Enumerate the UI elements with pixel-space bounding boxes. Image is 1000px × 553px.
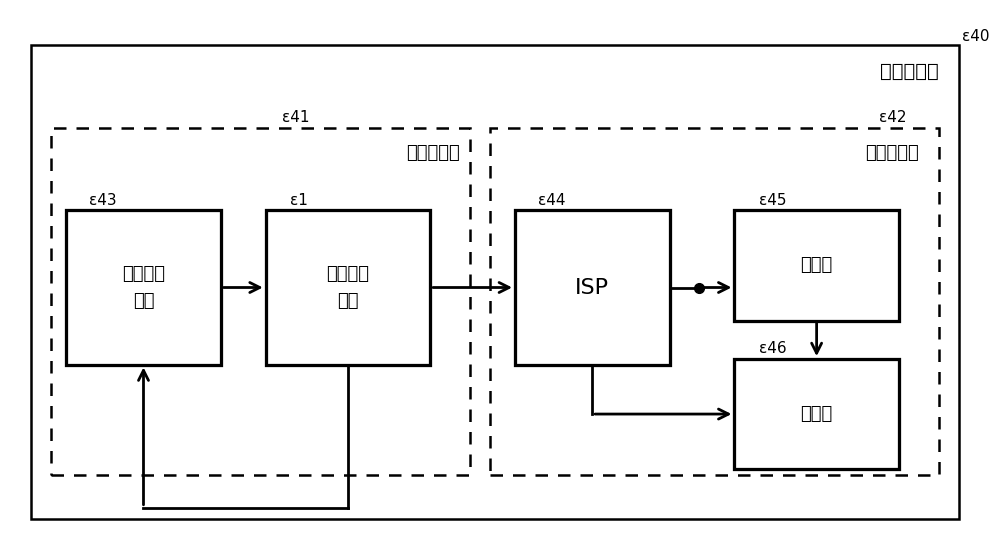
Text: ε43: ε43 [89, 193, 117, 208]
Text: 存储部: 存储部 [800, 257, 833, 274]
Text: ε41: ε41 [282, 110, 309, 125]
Text: ε44: ε44 [538, 193, 566, 208]
Bar [66, 211, 221, 364]
Text: 摄像机系统: 摄像机系统 [880, 62, 939, 81]
Text: 固体摄像
装置: 固体摄像 装置 [326, 265, 369, 310]
Bar [734, 359, 899, 469]
Text: ε42: ε42 [879, 110, 906, 125]
Text: ε46: ε46 [759, 341, 787, 356]
Bar [734, 211, 899, 321]
Text: 摄像光学
系统: 摄像光学 系统 [122, 265, 165, 310]
Bar [515, 211, 670, 364]
Text: ε1: ε1 [290, 193, 308, 208]
Bar [31, 45, 959, 519]
Text: 摄像机模组: 摄像机模组 [406, 144, 460, 163]
Text: ISP: ISP [575, 278, 609, 298]
Text: 显示部: 显示部 [800, 405, 833, 423]
Text: ε40: ε40 [962, 29, 989, 44]
Text: 后段处理部: 后段处理部 [865, 144, 919, 163]
Bar [490, 128, 939, 474]
Bar [51, 128, 470, 474]
Text: ε45: ε45 [759, 193, 787, 208]
Bar [266, 211, 430, 364]
